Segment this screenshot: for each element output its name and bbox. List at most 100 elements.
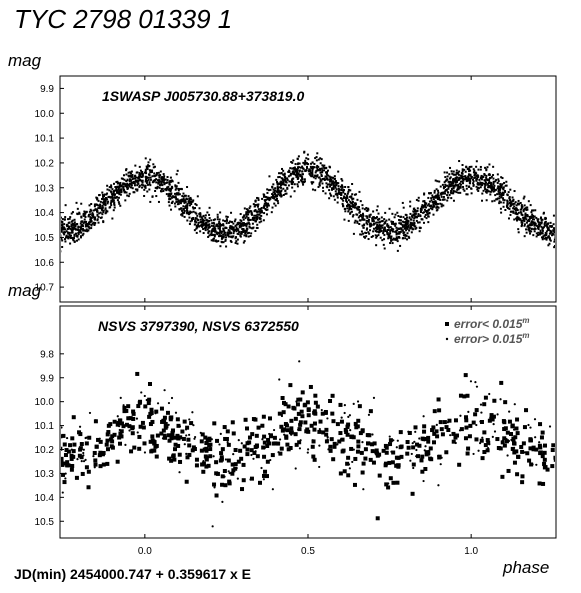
swasp-point (157, 181, 160, 184)
swasp-point (377, 226, 380, 229)
swasp-point (359, 200, 362, 203)
swasp-point (92, 209, 95, 212)
swasp-point (104, 198, 107, 201)
swasp-point (182, 211, 185, 214)
swasp-point (276, 190, 279, 193)
swasp-point (278, 175, 281, 178)
nsvs-point-good (286, 404, 291, 409)
swasp-point (235, 228, 238, 231)
nsvs-point-poor (437, 484, 440, 487)
swasp-point (549, 221, 552, 224)
swasp-point (183, 201, 186, 204)
nsvs-point-good (350, 434, 355, 439)
swasp-point (286, 177, 289, 180)
swasp-point (72, 239, 75, 242)
swasp-point (102, 198, 105, 201)
swasp-point (526, 219, 529, 222)
swasp-point (281, 167, 284, 170)
nsvs-point-poor (387, 482, 390, 485)
swasp-point (208, 230, 211, 233)
swasp-point (97, 204, 100, 207)
swasp-point (539, 232, 542, 235)
nsvs-point-good (416, 454, 421, 459)
swasp-point (197, 223, 200, 226)
swasp-point (537, 218, 540, 221)
nsvs-point-poor (61, 491, 64, 494)
swasp-point (375, 236, 378, 239)
swasp-point (182, 192, 185, 195)
swasp-point (109, 202, 112, 205)
swasp-point (69, 227, 72, 230)
nsvs-point-good (423, 466, 428, 471)
nsvs-point-poor (510, 438, 513, 442)
swasp-point (318, 183, 321, 186)
swasp-point (172, 196, 175, 199)
swasp-point (259, 217, 262, 220)
swasp-point (245, 225, 248, 228)
nsvs-point-poor (371, 433, 374, 436)
nsvs-point-poor (479, 442, 482, 445)
swasp-point (348, 208, 351, 211)
swasp-point (381, 220, 384, 223)
nsvs-point-poor (531, 463, 534, 466)
nsvs-point-good (503, 426, 508, 431)
swasp-point (96, 203, 99, 206)
swasp-point (61, 224, 63, 227)
swasp-point (165, 193, 168, 196)
nsvs-point-poor (352, 448, 355, 451)
swasp-point (437, 206, 440, 209)
swasp-point (498, 189, 501, 192)
nsvs-point-good (256, 425, 261, 430)
swasp-point (328, 180, 331, 183)
swasp-point (251, 216, 254, 219)
swasp-point (326, 177, 329, 180)
y-axis-label: mag (8, 281, 42, 300)
nsvs-point-good (117, 441, 122, 446)
swasp-point (278, 182, 281, 185)
swasp-point (210, 219, 213, 222)
swasp-point (417, 196, 420, 199)
swasp-point (356, 213, 359, 216)
swasp-point (256, 210, 259, 213)
swasp-point (409, 227, 412, 230)
swasp-point (366, 209, 369, 212)
swasp-point (346, 197, 349, 200)
nsvs-point-good (360, 470, 365, 475)
swasp-point (390, 222, 393, 225)
nsvs-point-good (388, 476, 393, 481)
swasp-point (435, 194, 438, 197)
panel-title: 1SWASP J005730.88+373819.0 (102, 88, 304, 104)
swasp-point (203, 219, 206, 222)
swasp-point (145, 172, 148, 175)
nsvs-point-good (498, 446, 503, 451)
swasp-point (479, 165, 482, 168)
swasp-point (311, 167, 314, 170)
swasp-point (113, 201, 116, 204)
swasp-point (428, 212, 431, 215)
nsvs-point-good (430, 428, 435, 433)
swasp-point (250, 232, 253, 235)
swasp-point (64, 228, 67, 231)
swasp-point (323, 164, 326, 167)
swasp-point (513, 190, 516, 193)
swasp-point (383, 218, 386, 221)
nsvs-point-good (148, 381, 153, 386)
swasp-point (482, 176, 485, 179)
swasp-point (328, 183, 331, 186)
swasp-point (393, 216, 396, 219)
swasp-point (88, 210, 91, 213)
swasp-point (61, 229, 63, 232)
swasp-point (310, 171, 313, 174)
swasp-point (343, 207, 346, 210)
swasp-point (177, 181, 180, 184)
data-points (61, 150, 555, 253)
swasp-point (320, 179, 323, 182)
nsvs-point-poor (260, 466, 263, 470)
swasp-point (325, 171, 328, 174)
swasp-point (425, 206, 428, 209)
swasp-point (425, 210, 428, 213)
swasp-point (179, 201, 182, 204)
swasp-point (541, 232, 544, 235)
swasp-point (182, 205, 185, 208)
swasp-point (470, 165, 473, 168)
